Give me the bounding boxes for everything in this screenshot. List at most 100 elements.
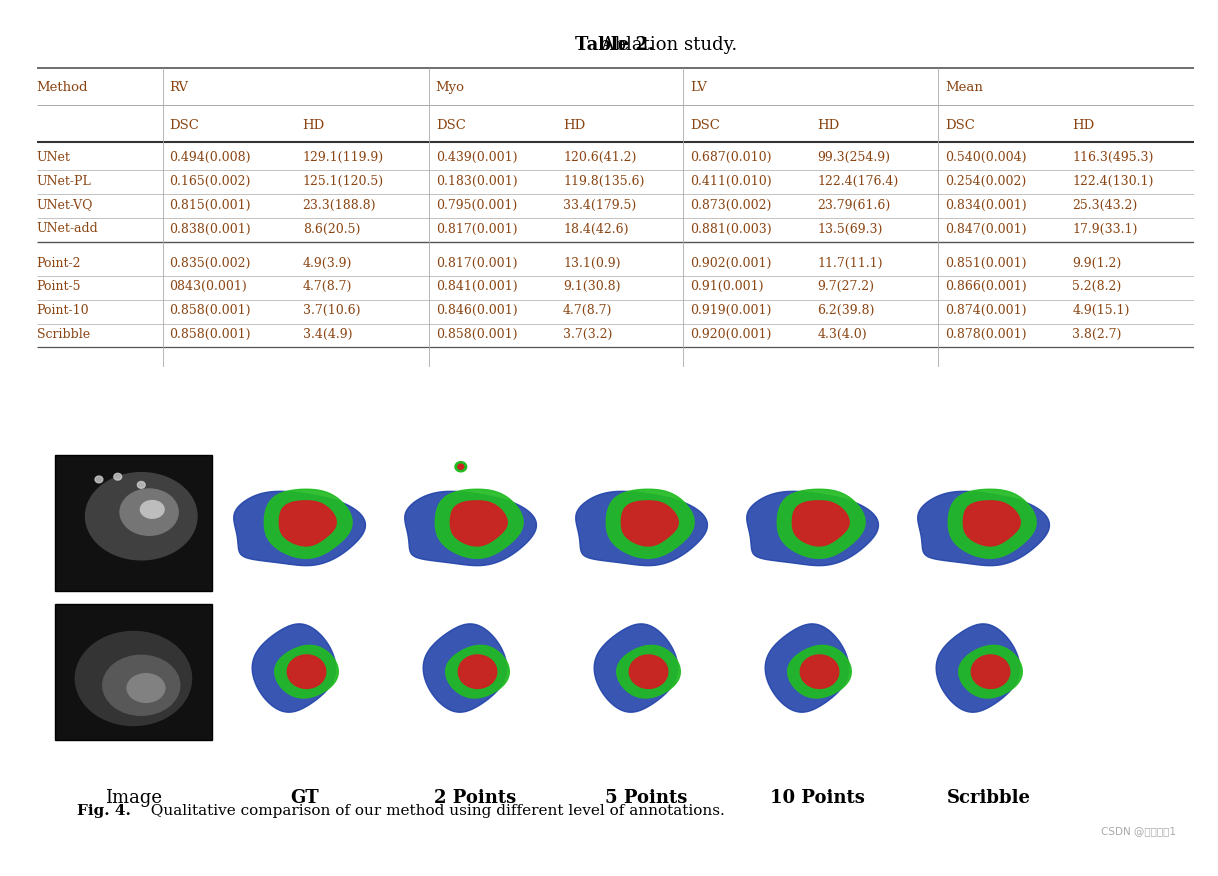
Text: HD: HD — [302, 118, 325, 131]
Circle shape — [138, 482, 145, 488]
Text: CSDN @小杨小杨1: CSDN @小杨小杨1 — [1101, 826, 1177, 837]
Polygon shape — [423, 624, 507, 712]
Polygon shape — [287, 655, 325, 689]
Text: 4.7(8.7): 4.7(8.7) — [302, 280, 352, 293]
Polygon shape — [252, 624, 336, 712]
Text: 0.835(0.002): 0.835(0.002) — [169, 257, 251, 270]
Text: 0.540(0.004): 0.540(0.004) — [945, 151, 1027, 164]
Text: Method: Method — [37, 81, 88, 94]
Text: 3.7(3.2): 3.7(3.2) — [563, 328, 613, 341]
Text: 17.9(33.1): 17.9(33.1) — [1072, 223, 1138, 236]
Ellipse shape — [102, 654, 180, 716]
Text: 13.5(69.3): 13.5(69.3) — [817, 223, 883, 236]
Polygon shape — [949, 489, 1037, 558]
Text: 119.8(135.6): 119.8(135.6) — [563, 175, 644, 187]
Text: DSC: DSC — [436, 118, 465, 131]
Text: HD: HD — [563, 118, 586, 131]
Text: 9.1(30.8): 9.1(30.8) — [563, 280, 620, 293]
Text: 0.902(0.001): 0.902(0.001) — [691, 257, 772, 270]
Text: 0.815(0.001): 0.815(0.001) — [169, 199, 251, 212]
Text: Scribble: Scribble — [37, 328, 90, 341]
Text: 125.1(120.5): 125.1(120.5) — [302, 175, 384, 187]
Text: 0.687(0.010): 0.687(0.010) — [691, 151, 772, 164]
Text: 0.254(0.002): 0.254(0.002) — [945, 175, 1026, 187]
Text: 120.6(41.2): 120.6(41.2) — [563, 151, 636, 164]
Text: 0.91(0.001): 0.91(0.001) — [691, 280, 764, 293]
Polygon shape — [576, 491, 708, 566]
Text: UNet-PL: UNet-PL — [37, 175, 91, 187]
Text: 18.4(42.6): 18.4(42.6) — [563, 223, 628, 236]
Polygon shape — [234, 491, 365, 566]
Text: Point-2: Point-2 — [37, 257, 82, 270]
Circle shape — [456, 462, 466, 472]
Polygon shape — [279, 501, 336, 546]
Text: UNet-VQ: UNet-VQ — [37, 199, 93, 212]
Bar — [55, 604, 212, 740]
Text: 4.9(15.1): 4.9(15.1) — [1072, 304, 1129, 317]
Text: 0.919(0.001): 0.919(0.001) — [691, 304, 772, 317]
Text: 0.878(0.001): 0.878(0.001) — [945, 328, 1027, 341]
Text: 0.847(0.001): 0.847(0.001) — [945, 223, 1027, 236]
Polygon shape — [917, 491, 1050, 566]
Text: 0.183(0.001): 0.183(0.001) — [436, 175, 518, 187]
Text: 122.4(130.1): 122.4(130.1) — [1072, 175, 1153, 187]
Text: 9.7(27.2): 9.7(27.2) — [817, 280, 875, 293]
Text: 129.1(119.9): 129.1(119.9) — [302, 151, 384, 164]
Polygon shape — [458, 655, 497, 689]
Ellipse shape — [119, 488, 179, 536]
Polygon shape — [777, 489, 865, 558]
Text: 9.9(1.2): 9.9(1.2) — [1072, 257, 1122, 270]
Text: 0.494(0.008): 0.494(0.008) — [169, 151, 251, 164]
Text: 4.7(8.7): 4.7(8.7) — [563, 304, 613, 317]
Polygon shape — [788, 646, 851, 698]
Text: 0.817(0.001): 0.817(0.001) — [436, 223, 518, 236]
Text: LV: LV — [691, 81, 708, 94]
Text: UNet-add: UNet-add — [37, 223, 99, 236]
Text: 5.2(8.2): 5.2(8.2) — [1072, 280, 1122, 293]
Polygon shape — [451, 501, 507, 546]
Text: DSC: DSC — [691, 118, 720, 131]
Polygon shape — [607, 489, 694, 558]
Text: Point-5: Point-5 — [37, 280, 82, 293]
Polygon shape — [971, 655, 1010, 689]
Text: DSC: DSC — [945, 118, 974, 131]
Text: GT: GT — [290, 789, 319, 807]
Text: Ablation study.: Ablation study. — [590, 37, 737, 54]
Circle shape — [113, 473, 122, 480]
Text: 0.858(0.001): 0.858(0.001) — [436, 328, 518, 341]
Text: 122.4(176.4): 122.4(176.4) — [817, 175, 899, 187]
Polygon shape — [630, 655, 667, 689]
Text: 0.866(0.001): 0.866(0.001) — [945, 280, 1027, 293]
Text: HD: HD — [817, 118, 840, 131]
Text: 25.3(43.2): 25.3(43.2) — [1072, 199, 1138, 212]
Text: 4.9(3.9): 4.9(3.9) — [302, 257, 352, 270]
Text: 4.3(4.0): 4.3(4.0) — [817, 328, 867, 341]
Text: Qualitative comparison of our method using different level of annotations.: Qualitative comparison of our method usi… — [140, 804, 725, 818]
Polygon shape — [621, 501, 678, 546]
Text: 3.7(10.6): 3.7(10.6) — [302, 304, 361, 317]
Text: Fig. 4.: Fig. 4. — [77, 804, 130, 818]
Text: 0.838(0.001): 0.838(0.001) — [169, 223, 251, 236]
Text: Point-10: Point-10 — [37, 304, 89, 317]
Text: 5 Points: 5 Points — [605, 789, 688, 807]
Text: 0843(0.001): 0843(0.001) — [169, 280, 247, 293]
Text: 10 Points: 10 Points — [770, 789, 865, 807]
Text: 0.873(0.002): 0.873(0.002) — [691, 199, 772, 212]
Text: 0.881(0.003): 0.881(0.003) — [691, 223, 772, 236]
Polygon shape — [404, 491, 536, 566]
Text: 0.874(0.001): 0.874(0.001) — [945, 304, 1027, 317]
Text: RV: RV — [169, 81, 189, 94]
Text: 0.851(0.001): 0.851(0.001) — [945, 257, 1027, 270]
Text: 0.817(0.001): 0.817(0.001) — [436, 257, 518, 270]
Text: 0.439(0.001): 0.439(0.001) — [436, 151, 518, 164]
Text: HD: HD — [1072, 118, 1095, 131]
Polygon shape — [959, 646, 1022, 698]
Polygon shape — [963, 501, 1021, 546]
Text: 0.841(0.001): 0.841(0.001) — [436, 280, 518, 293]
Text: 33.4(179.5): 33.4(179.5) — [563, 199, 636, 212]
Text: 0.165(0.002): 0.165(0.002) — [169, 175, 251, 187]
Text: Table 2.: Table 2. — [575, 37, 655, 54]
Text: UNet: UNet — [37, 151, 71, 164]
Polygon shape — [264, 489, 352, 558]
Text: 0.834(0.001): 0.834(0.001) — [945, 199, 1027, 212]
